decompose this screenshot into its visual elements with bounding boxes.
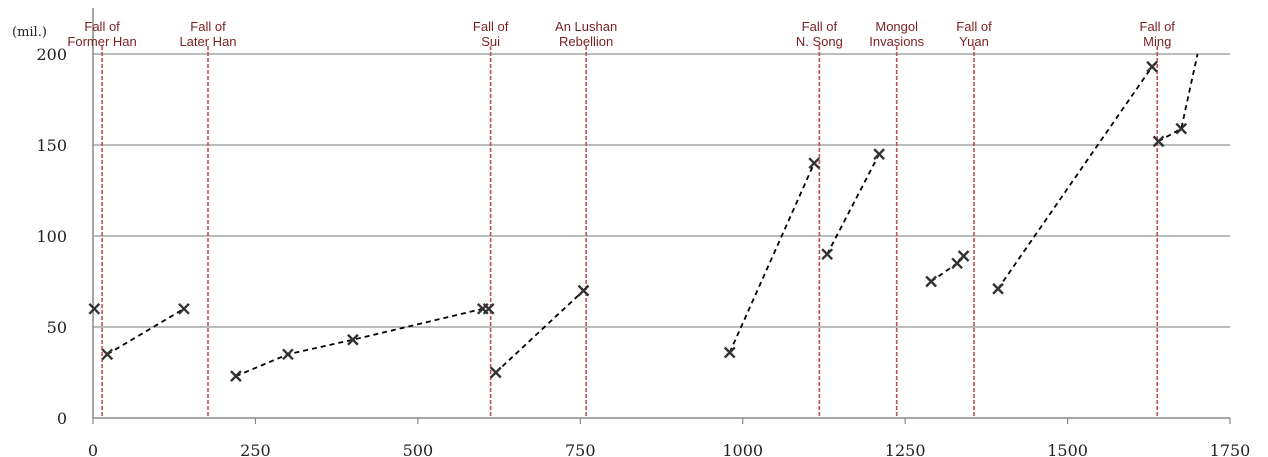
- x-tick-label: 250: [240, 441, 271, 457]
- event-label: Mongol: [875, 19, 918, 34]
- y-tick-label: 200: [36, 45, 67, 64]
- event-label: Later Han: [179, 34, 236, 49]
- series-segment: [997, 66, 1153, 290]
- event-label: Fall of: [473, 19, 509, 34]
- data-point-marker: [489, 366, 502, 379]
- event-label: Fall of: [190, 19, 226, 34]
- event-label: Rebellion: [559, 34, 613, 49]
- series-segment: [106, 308, 185, 356]
- event-label: Fall of: [956, 19, 992, 34]
- event-label: An Lushan: [555, 19, 617, 34]
- series-segment: [495, 289, 585, 374]
- event-label: Fall of: [84, 19, 120, 34]
- y-tick-label: 50: [47, 318, 67, 337]
- data-point-marker: [347, 333, 359, 346]
- event-label: Invasions: [869, 34, 924, 49]
- x-tick-label: 1750: [1210, 441, 1251, 457]
- event-label: Yuan: [959, 34, 989, 49]
- series-segment: [728, 162, 816, 353]
- x-tick-label: 1250: [885, 441, 926, 457]
- data-point-marker: [821, 248, 834, 261]
- event-label: Fall of: [1140, 19, 1176, 34]
- data-point-marker: [808, 157, 821, 170]
- x-tick-label: 750: [565, 441, 596, 457]
- y-tick-label: 0: [57, 409, 67, 428]
- data-point-marker: [957, 250, 970, 262]
- y-tick-label: 150: [36, 136, 67, 155]
- event-label: N. Song: [796, 34, 843, 49]
- y-unit-label: (mil.): [12, 25, 47, 40]
- data-point-marker: [101, 348, 114, 361]
- data-point-marker: [723, 346, 736, 359]
- x-tick-label: 1500: [1047, 441, 1088, 457]
- series-segment: [1158, 53, 1199, 143]
- data-point-marker: [1175, 122, 1188, 135]
- event-label: Former Han: [67, 34, 136, 49]
- data-point-marker: [925, 275, 937, 288]
- x-tick-label: 1000: [722, 441, 763, 457]
- data-point-marker: [88, 302, 101, 315]
- event-label: Sui: [481, 34, 500, 49]
- series-segment: [826, 153, 880, 255]
- y-tick-label: 100: [36, 227, 67, 246]
- data-point-marker: [1146, 60, 1158, 73]
- series-segment: [235, 307, 484, 377]
- x-tick-label: 0: [88, 441, 98, 457]
- data-point-marker: [482, 302, 495, 315]
- data-point-marker: [992, 282, 1004, 295]
- x-tick-label: 500: [403, 441, 434, 457]
- data-point-marker: [873, 148, 886, 160]
- data-point-marker: [230, 370, 242, 382]
- data-point-marker: [577, 284, 590, 297]
- data-point-marker: [1152, 135, 1165, 148]
- data-point-marker: [282, 348, 294, 361]
- data-point-marker: [178, 302, 190, 315]
- event-label: Ming: [1143, 34, 1171, 49]
- event-label: Fall of: [802, 19, 838, 34]
